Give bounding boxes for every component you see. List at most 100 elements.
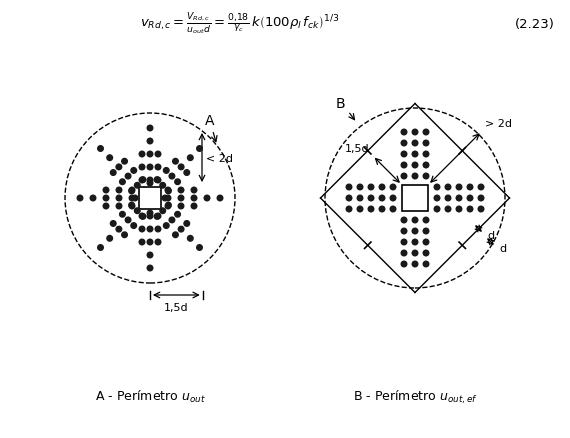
Circle shape <box>412 163 418 169</box>
Circle shape <box>456 185 462 191</box>
Circle shape <box>111 170 116 176</box>
Circle shape <box>368 196 374 201</box>
Circle shape <box>169 218 175 223</box>
Circle shape <box>423 251 429 256</box>
Circle shape <box>162 196 168 201</box>
Circle shape <box>147 240 153 245</box>
Circle shape <box>77 196 83 201</box>
Circle shape <box>188 155 193 161</box>
Circle shape <box>147 227 153 232</box>
Circle shape <box>434 185 440 191</box>
Circle shape <box>164 223 169 229</box>
Text: 1,5d: 1,5d <box>164 302 189 312</box>
Circle shape <box>147 126 153 131</box>
Circle shape <box>188 236 193 241</box>
Circle shape <box>412 152 418 157</box>
Circle shape <box>135 183 140 189</box>
Circle shape <box>122 233 127 238</box>
Circle shape <box>191 196 197 201</box>
Circle shape <box>423 218 429 223</box>
Circle shape <box>456 196 462 201</box>
Circle shape <box>97 146 103 152</box>
Circle shape <box>165 188 171 193</box>
Circle shape <box>103 196 109 201</box>
Circle shape <box>357 207 363 212</box>
Circle shape <box>131 168 137 174</box>
Circle shape <box>147 181 153 187</box>
Circle shape <box>132 196 138 201</box>
Text: A: A <box>205 114 217 142</box>
Bar <box>139 187 161 209</box>
Circle shape <box>346 207 352 212</box>
Circle shape <box>412 240 418 245</box>
Circle shape <box>217 196 223 201</box>
Circle shape <box>379 185 385 191</box>
Circle shape <box>120 180 125 185</box>
Circle shape <box>197 146 202 152</box>
Circle shape <box>357 196 363 201</box>
Circle shape <box>467 196 473 201</box>
Circle shape <box>423 141 429 146</box>
Circle shape <box>139 165 145 170</box>
Circle shape <box>346 185 352 191</box>
Circle shape <box>379 196 385 201</box>
Text: B - Perímetro $u_{out,ef}$: B - Perímetro $u_{out,ef}$ <box>353 388 477 405</box>
Circle shape <box>456 207 462 212</box>
Circle shape <box>173 159 178 165</box>
Circle shape <box>147 265 153 271</box>
Circle shape <box>412 218 418 223</box>
Circle shape <box>368 185 374 191</box>
Circle shape <box>116 188 122 193</box>
Circle shape <box>147 214 153 219</box>
Circle shape <box>346 196 352 201</box>
Circle shape <box>401 174 407 180</box>
Circle shape <box>467 185 473 191</box>
Circle shape <box>103 204 109 209</box>
Circle shape <box>412 229 418 234</box>
Circle shape <box>116 204 122 209</box>
Circle shape <box>120 212 125 218</box>
Circle shape <box>191 204 197 209</box>
Circle shape <box>129 196 135 201</box>
Circle shape <box>423 229 429 234</box>
Circle shape <box>357 185 363 191</box>
Circle shape <box>107 236 112 241</box>
Circle shape <box>155 240 161 245</box>
Circle shape <box>147 211 153 216</box>
Circle shape <box>165 204 171 209</box>
Circle shape <box>401 141 407 146</box>
Circle shape <box>412 251 418 256</box>
Circle shape <box>401 218 407 223</box>
Circle shape <box>140 177 146 183</box>
Circle shape <box>165 189 171 194</box>
Circle shape <box>90 196 96 201</box>
Circle shape <box>139 227 145 232</box>
Circle shape <box>164 168 169 174</box>
Circle shape <box>139 178 145 184</box>
Circle shape <box>155 178 161 184</box>
Circle shape <box>97 245 103 251</box>
Circle shape <box>125 174 131 180</box>
Circle shape <box>129 188 135 193</box>
Circle shape <box>155 227 161 232</box>
Circle shape <box>197 245 202 251</box>
Circle shape <box>412 141 418 146</box>
Circle shape <box>147 152 153 157</box>
Circle shape <box>368 207 374 212</box>
Circle shape <box>478 196 484 201</box>
Circle shape <box>401 240 407 245</box>
Circle shape <box>155 214 161 219</box>
Circle shape <box>423 130 429 135</box>
Text: A - Perímetro $u_{out}$: A - Perímetro $u_{out}$ <box>95 388 205 404</box>
Circle shape <box>434 207 440 212</box>
Circle shape <box>125 218 131 223</box>
Circle shape <box>165 203 171 208</box>
Circle shape <box>116 227 121 233</box>
Circle shape <box>401 163 407 169</box>
Circle shape <box>478 207 484 212</box>
Circle shape <box>423 240 429 245</box>
Circle shape <box>140 214 146 220</box>
Circle shape <box>103 188 109 193</box>
Circle shape <box>122 159 127 165</box>
Circle shape <box>135 208 140 214</box>
